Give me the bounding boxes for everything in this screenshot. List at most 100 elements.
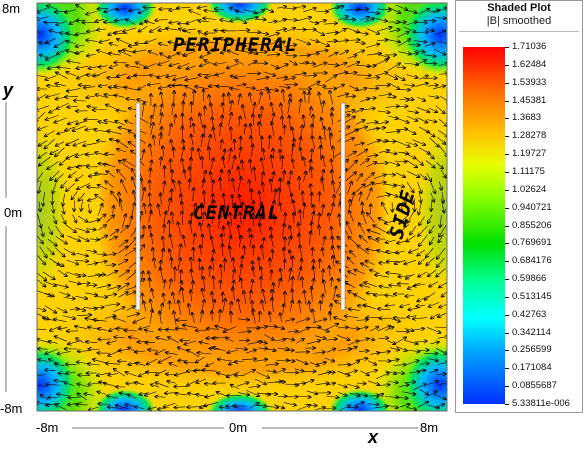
field-vector-arrow <box>213 127 216 141</box>
field-vector-arrow <box>410 225 417 235</box>
field-vector-arrow <box>55 173 64 182</box>
field-vector-arrow <box>193 123 194 134</box>
field-vector-arrow <box>238 264 242 280</box>
field-vector-arrow <box>356 75 371 76</box>
field-vector-arrow <box>204 60 215 65</box>
field-vector-arrow <box>81 198 83 211</box>
legend-tick-label: 0.171084 <box>505 363 552 373</box>
field-vector-arrow <box>199 223 201 233</box>
field-vector-arrow <box>106 271 118 277</box>
field-vector-arrow <box>99 39 111 43</box>
field-vector-arrow <box>367 213 375 223</box>
field-vector-arrow <box>123 27 137 32</box>
field-vector-arrow <box>389 161 400 165</box>
field-vector-arrow <box>174 115 176 125</box>
field-vector-arrow <box>334 29 346 36</box>
field-vector-arrow <box>292 256 293 268</box>
field-vector-arrow <box>220 140 222 150</box>
field-vector-arrow <box>384 152 397 154</box>
field-vector-arrow <box>440 214 442 228</box>
field-vector-arrow <box>435 105 445 114</box>
field-vector-arrow <box>364 78 380 79</box>
field-vector-arrow <box>383 183 396 186</box>
field-vector-arrow <box>428 214 433 224</box>
field-vector-arrow <box>406 181 414 193</box>
field-vector-arrow <box>300 245 303 259</box>
field-vector-arrow <box>367 230 381 235</box>
field-vector-arrow <box>150 122 154 136</box>
field-vector-arrow <box>97 261 107 263</box>
field-vector-arrow <box>332 170 334 182</box>
field-vector-arrow <box>211 211 215 224</box>
field-vector-arrow <box>406 74 418 78</box>
field-vector-arrow <box>86 10 98 15</box>
field-vector-arrow <box>309 40 319 42</box>
field-vector-arrow <box>202 179 204 189</box>
x-tick-right: 8m <box>420 420 438 435</box>
field-vector-arrow <box>77 74 86 79</box>
field-vector-arrow <box>437 40 447 44</box>
field-vector-arrow <box>98 121 108 125</box>
field-vector-arrow <box>366 66 376 67</box>
field-vector-arrow <box>251 136 253 145</box>
field-vector-arrow <box>46 247 54 254</box>
field-vector-arrow <box>37 125 48 130</box>
field-vector-arrow <box>378 150 390 152</box>
field-vector-arrow <box>72 214 77 223</box>
field-vector-arrow <box>83 142 98 146</box>
field-vector-arrow <box>419 234 428 246</box>
field-vector-arrow <box>49 30 59 34</box>
field-vector-arrow <box>375 53 390 58</box>
field-vector-arrow <box>240 136 241 147</box>
field-vector-arrow <box>189 179 190 190</box>
field-vector-arrow <box>378 94 391 96</box>
field-vector-arrow <box>141 188 145 202</box>
field-vector-arrow <box>359 223 365 235</box>
field-vector-arrow <box>60 157 68 165</box>
field-vector-arrow <box>124 248 137 257</box>
field-vector-arrow <box>73 101 86 102</box>
field-vector-arrow <box>210 158 214 171</box>
field-shading <box>37 3 447 411</box>
field-vector-arrow <box>87 263 97 265</box>
field-vector-arrow <box>50 149 59 155</box>
field-vector-arrow <box>164 211 166 224</box>
field-vector-arrow <box>385 39 401 42</box>
field-vector-arrow <box>437 136 445 145</box>
field-vector-arrow <box>109 64 119 68</box>
field-vector-arrow <box>375 85 390 86</box>
field-vector-arrow <box>97 214 106 222</box>
field-vector-arrow <box>239 236 241 248</box>
field-vector-arrow <box>162 249 163 262</box>
field-vector-arrow <box>55 83 66 87</box>
field-vector-arrow <box>414 41 427 42</box>
field-vector-arrow <box>129 9 140 11</box>
field-vector-arrow <box>314 29 324 35</box>
field-vector-arrow <box>86 250 96 252</box>
field-vector-arrow <box>86 40 98 41</box>
field-vector-arrow <box>239 116 240 127</box>
field-vector-arrow <box>231 156 235 170</box>
field-vector-arrow <box>222 103 224 114</box>
field-vector-arrow <box>278 86 290 87</box>
field-vector-arrow <box>394 161 407 162</box>
field-vector-arrow <box>299 99 301 114</box>
field-vector-arrow <box>426 247 434 257</box>
field-vector-arrow <box>37 7 48 13</box>
field-vectors <box>37 5 447 411</box>
field-vector-arrow <box>415 51 425 52</box>
field-vector-arrow <box>365 261 375 265</box>
field-vector-arrow <box>301 125 303 137</box>
field-vector-arrow <box>325 7 340 11</box>
field-vector-arrow <box>275 41 285 47</box>
field-vector-arrow <box>303 8 316 13</box>
field-vector-arrow <box>237 177 241 192</box>
field-vector-arrow <box>429 10 440 12</box>
field-vector-arrow <box>345 9 359 10</box>
field-vector-arrow <box>47 6 58 10</box>
field-vector-arrow <box>115 121 125 126</box>
field-vector-arrow <box>399 100 409 101</box>
field-vector-arrow <box>132 177 137 191</box>
field-vector-arrow <box>37 213 41 228</box>
field-vector-arrow <box>37 93 47 100</box>
